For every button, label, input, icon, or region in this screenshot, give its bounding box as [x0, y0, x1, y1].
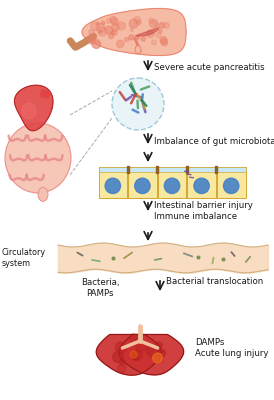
FancyBboxPatch shape: [128, 166, 157, 198]
Circle shape: [133, 355, 138, 360]
Text: Severe acute pancreatitis: Severe acute pancreatitis: [154, 62, 265, 72]
Circle shape: [96, 23, 105, 32]
Circle shape: [159, 23, 164, 28]
Circle shape: [124, 38, 129, 42]
Circle shape: [96, 22, 99, 26]
FancyBboxPatch shape: [128, 166, 157, 172]
Circle shape: [115, 342, 126, 353]
Circle shape: [130, 334, 137, 341]
Circle shape: [147, 345, 158, 357]
Circle shape: [136, 36, 139, 39]
Bar: [215, 166, 217, 173]
FancyBboxPatch shape: [187, 166, 216, 198]
Circle shape: [89, 30, 94, 35]
Text: Intestinal barrier injury
Immune imbalance: Intestinal barrier injury Immune imbalan…: [154, 201, 253, 221]
Circle shape: [130, 28, 133, 32]
Circle shape: [93, 41, 101, 49]
Ellipse shape: [105, 178, 121, 194]
Ellipse shape: [224, 178, 239, 194]
FancyBboxPatch shape: [98, 166, 127, 172]
Text: Imbalance of gut microbiota: Imbalance of gut microbiota: [154, 136, 274, 146]
Circle shape: [163, 22, 169, 28]
Circle shape: [99, 30, 102, 34]
Polygon shape: [119, 334, 184, 375]
Circle shape: [120, 359, 125, 365]
Ellipse shape: [135, 46, 141, 54]
FancyBboxPatch shape: [187, 166, 216, 172]
FancyBboxPatch shape: [217, 166, 246, 198]
Circle shape: [91, 22, 99, 30]
Bar: [156, 166, 158, 173]
Bar: [127, 166, 129, 173]
Circle shape: [112, 78, 164, 130]
FancyBboxPatch shape: [217, 166, 246, 172]
Ellipse shape: [164, 178, 180, 194]
Circle shape: [153, 353, 162, 363]
Ellipse shape: [38, 187, 48, 202]
Ellipse shape: [135, 178, 150, 194]
Polygon shape: [40, 90, 50, 98]
FancyBboxPatch shape: [98, 166, 127, 198]
Ellipse shape: [22, 103, 36, 119]
Circle shape: [101, 21, 105, 24]
Circle shape: [153, 353, 163, 363]
Circle shape: [109, 34, 114, 39]
Ellipse shape: [5, 123, 71, 193]
Circle shape: [111, 18, 118, 25]
Text: Bacteria,
PAMPs: Bacteria, PAMPs: [81, 278, 119, 298]
Circle shape: [113, 352, 123, 362]
Circle shape: [141, 37, 146, 41]
Circle shape: [156, 33, 161, 38]
Circle shape: [116, 40, 124, 48]
Circle shape: [129, 35, 134, 40]
Circle shape: [136, 341, 147, 352]
Circle shape: [112, 24, 119, 31]
Circle shape: [158, 30, 162, 33]
Circle shape: [132, 350, 142, 360]
Circle shape: [112, 30, 118, 36]
Circle shape: [107, 18, 111, 23]
Circle shape: [92, 40, 101, 48]
Circle shape: [158, 350, 165, 357]
Circle shape: [154, 22, 158, 26]
Text: DAMPs
Acute lung injury: DAMPs Acute lung injury: [195, 338, 269, 358]
Circle shape: [155, 342, 162, 348]
Polygon shape: [96, 334, 161, 375]
Polygon shape: [82, 8, 186, 56]
Text: Circulatory
system: Circulatory system: [2, 248, 46, 268]
Circle shape: [88, 37, 95, 44]
Circle shape: [117, 22, 125, 30]
Bar: [186, 166, 188, 173]
Circle shape: [130, 351, 137, 358]
Circle shape: [136, 20, 141, 25]
Circle shape: [129, 19, 138, 28]
Circle shape: [134, 17, 141, 23]
Circle shape: [110, 16, 116, 23]
Ellipse shape: [194, 178, 209, 194]
Polygon shape: [135, 28, 159, 36]
Circle shape: [149, 18, 154, 23]
Circle shape: [152, 40, 156, 45]
Circle shape: [98, 27, 107, 36]
Circle shape: [105, 26, 113, 34]
Circle shape: [160, 37, 167, 44]
FancyBboxPatch shape: [158, 166, 186, 198]
Circle shape: [111, 31, 115, 35]
Polygon shape: [15, 85, 53, 131]
Circle shape: [161, 39, 168, 46]
Circle shape: [118, 364, 126, 373]
Circle shape: [91, 33, 96, 38]
Text: Bacterial translocation: Bacterial translocation: [166, 278, 263, 286]
Circle shape: [150, 20, 158, 28]
FancyBboxPatch shape: [158, 166, 186, 172]
Circle shape: [147, 30, 154, 38]
